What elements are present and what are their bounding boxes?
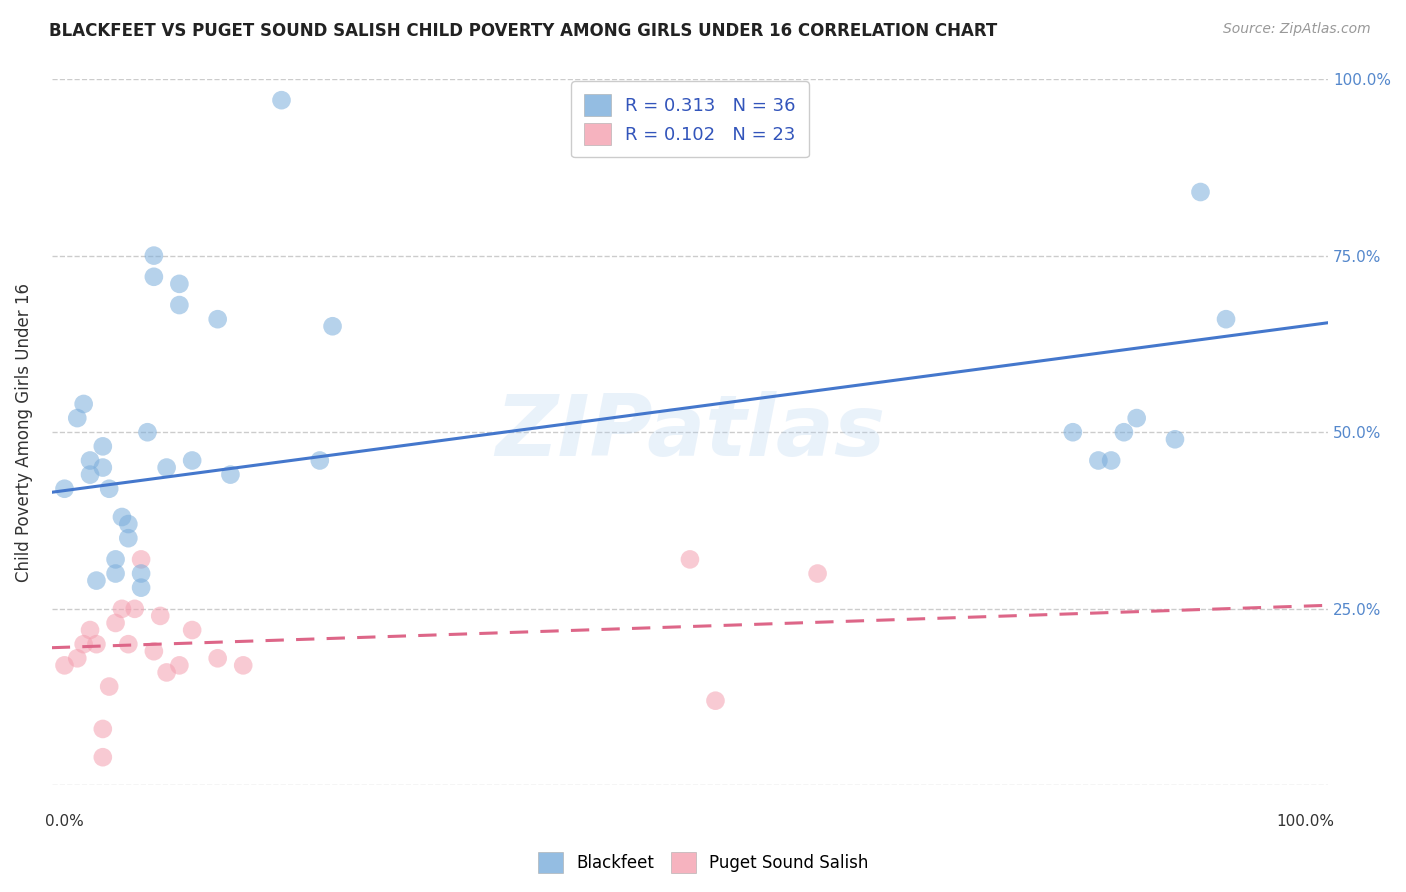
Point <box>66 651 89 665</box>
Point <box>1099 453 1122 467</box>
Point <box>308 453 330 467</box>
Point <box>169 277 191 291</box>
Point <box>1112 425 1135 440</box>
Point <box>1062 425 1084 440</box>
Point <box>104 552 127 566</box>
Y-axis label: Child Poverty Among Girls Under 16: Child Poverty Among Girls Under 16 <box>15 283 32 582</box>
Point <box>117 517 139 532</box>
Point <box>156 665 179 680</box>
Point <box>86 574 108 588</box>
Point <box>1189 185 1212 199</box>
Point <box>53 658 76 673</box>
Point <box>322 319 344 334</box>
Text: Source: ZipAtlas.com: Source: ZipAtlas.com <box>1223 22 1371 37</box>
Point <box>169 658 191 673</box>
Point <box>79 467 101 482</box>
Legend: R = 0.313   N = 36, R = 0.102   N = 23: R = 0.313 N = 36, R = 0.102 N = 23 <box>571 81 808 158</box>
Point <box>129 566 152 581</box>
Point <box>91 750 114 764</box>
Point <box>136 425 159 440</box>
Point <box>207 651 229 665</box>
Point <box>156 460 179 475</box>
Point <box>91 460 114 475</box>
Point <box>704 694 727 708</box>
Text: 0.0%: 0.0% <box>45 814 84 829</box>
Point <box>104 615 127 630</box>
Point <box>86 637 108 651</box>
Point <box>142 644 165 658</box>
Point <box>1087 453 1109 467</box>
Point <box>169 298 191 312</box>
Point <box>142 249 165 263</box>
Point <box>117 531 139 545</box>
Point <box>111 602 134 616</box>
Point <box>79 623 101 637</box>
Point <box>73 397 96 411</box>
Point <box>129 552 152 566</box>
Text: ZIPatlas: ZIPatlas <box>495 391 884 474</box>
Point <box>124 602 146 616</box>
Point <box>79 453 101 467</box>
Point <box>142 269 165 284</box>
Point <box>98 680 121 694</box>
Point <box>91 722 114 736</box>
Point <box>73 637 96 651</box>
Point <box>98 482 121 496</box>
Text: BLACKFEET VS PUGET SOUND SALISH CHILD POVERTY AMONG GIRLS UNDER 16 CORRELATION C: BLACKFEET VS PUGET SOUND SALISH CHILD PO… <box>49 22 997 40</box>
Point <box>104 566 127 581</box>
Point <box>181 453 204 467</box>
Point <box>219 467 242 482</box>
Point <box>1164 432 1187 446</box>
Point <box>91 439 114 453</box>
Point <box>806 566 828 581</box>
Point <box>232 658 254 673</box>
Point <box>111 510 134 524</box>
Point <box>270 93 292 107</box>
Point <box>1125 411 1147 425</box>
Point <box>181 623 204 637</box>
Point <box>117 637 139 651</box>
Point <box>679 552 702 566</box>
Text: 100.0%: 100.0% <box>1277 814 1334 829</box>
Point <box>207 312 229 326</box>
Legend: Blackfeet, Puget Sound Salish: Blackfeet, Puget Sound Salish <box>531 846 875 880</box>
Point <box>129 581 152 595</box>
Point <box>149 608 172 623</box>
Point <box>1215 312 1237 326</box>
Point <box>53 482 76 496</box>
Point <box>66 411 89 425</box>
